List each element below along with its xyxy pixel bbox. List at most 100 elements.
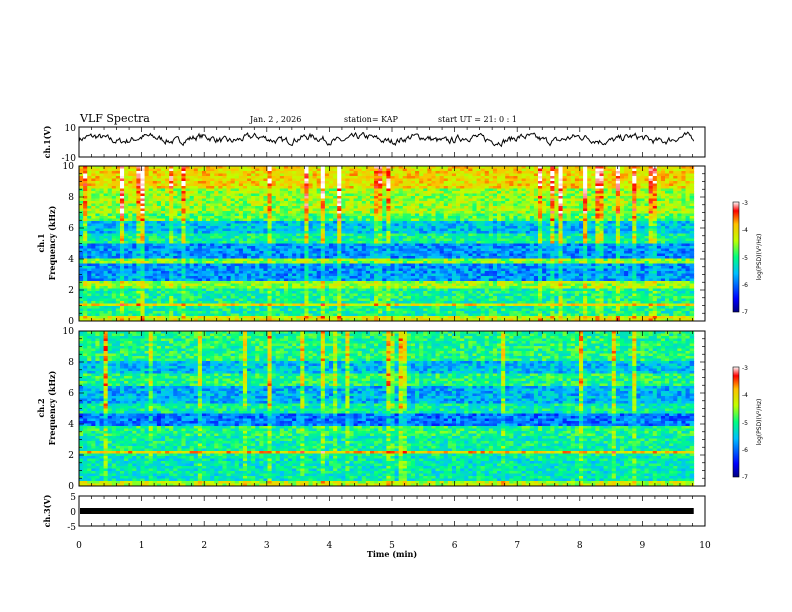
spectrogram-cell	[369, 183, 375, 187]
spectrogram-cell	[95, 196, 100, 199]
spectrogram-cell	[111, 203, 117, 207]
spectrogram-cell	[603, 168, 609, 172]
spectrogram-cell	[181, 196, 186, 199]
spectrogram-cell	[259, 216, 264, 219]
spectrogram-cell	[632, 223, 637, 227]
spectrogram-cell	[230, 198, 236, 202]
spectrogram-cell	[222, 228, 227, 232]
spectrogram-cell	[79, 213, 84, 217]
spectrogram-cell	[394, 223, 400, 227]
spectrogram-cell	[283, 191, 289, 194]
spectrogram-cell	[476, 228, 482, 232]
spectrogram-cell	[320, 191, 326, 194]
spectrogram-cell	[665, 208, 670, 212]
spectrogram-cell	[160, 188, 166, 192]
spectrogram-cell	[439, 191, 445, 194]
spectrogram-cell	[386, 238, 391, 242]
spectrogram-cell	[230, 181, 236, 184]
spectrogram-cell	[390, 198, 395, 202]
spectrogram-cell	[517, 233, 523, 237]
spectrogram-cell	[435, 223, 441, 227]
spectrogram-cell	[140, 206, 145, 209]
spectrogram-cell	[247, 193, 252, 197]
spectrogram-cell	[615, 226, 621, 229]
spectrogram-cell	[210, 171, 215, 174]
spectrogram-cell	[263, 243, 268, 247]
spectrogram-cell	[390, 191, 395, 194]
spectrogram-cell	[255, 243, 260, 247]
spectrogram-cell	[316, 216, 322, 219]
spectrogram-cell	[685, 168, 691, 172]
spectrogram-cell	[79, 188, 84, 192]
spectrogram-cell	[677, 181, 682, 184]
spectrogram-cell	[542, 176, 547, 179]
spectrogram-cell	[415, 226, 420, 229]
spectrogram-cell	[578, 201, 584, 204]
spectrogram-cell	[144, 221, 150, 224]
spectrogram-cell	[226, 198, 232, 202]
spectrogram-cell	[443, 191, 449, 194]
spectrogram-cell	[349, 241, 354, 244]
spectrogram-cell	[578, 198, 584, 202]
spectrogram-cell	[365, 178, 371, 182]
spectrogram-cell	[152, 223, 158, 227]
spectrogram-cell	[95, 211, 100, 214]
spectrogram-cell	[296, 201, 301, 204]
spectrogram-cell	[128, 206, 133, 209]
spectrogram-cell	[251, 216, 256, 219]
spectrogram-cell	[439, 231, 445, 234]
spectrogram-cell	[230, 208, 236, 212]
spectrogram-cell	[148, 226, 154, 229]
spectrogram-cell	[554, 203, 559, 207]
spectrogram-cell	[566, 208, 572, 212]
spectrogram-cell	[304, 233, 309, 237]
spectrogram-cell	[300, 208, 305, 212]
spectrogram-cell	[165, 206, 170, 209]
spectrogram-cell	[156, 236, 162, 239]
spectrogram-cell	[423, 208, 428, 212]
spectrogram-cell	[357, 178, 363, 182]
spectrogram-cell	[497, 233, 502, 237]
spectrogram-cell	[607, 186, 613, 189]
spectrogram-cell	[669, 188, 674, 192]
spectrogram-cell	[538, 176, 543, 179]
spectrogram-cell	[119, 168, 125, 172]
spectrogram-cell	[472, 188, 477, 192]
spectrogram-cell	[476, 231, 482, 234]
spectrogram-cell	[341, 176, 346, 179]
spectrogram-cell	[197, 191, 203, 194]
spectrogram-cell	[214, 181, 219, 184]
spectrogram-cell	[648, 208, 654, 212]
spectrogram-cell	[607, 203, 613, 207]
spectrogram-cell	[640, 171, 645, 174]
spectrogram-cell	[673, 171, 678, 174]
spectrogram-cell	[288, 236, 293, 239]
spectrogram-cell	[83, 208, 88, 212]
spectrogram-cell	[689, 178, 695, 182]
spectrogram-cell	[406, 231, 412, 234]
spectrogram-cell	[165, 183, 170, 187]
spectrogram-cell	[456, 178, 461, 182]
spectrogram-cell	[263, 178, 268, 182]
spectrogram-cell	[206, 233, 211, 237]
spectrogram-cell	[476, 168, 482, 172]
spectrogram-cell	[488, 178, 494, 182]
spectrogram-cell	[365, 171, 371, 174]
spectrogram-cell	[464, 183, 469, 187]
spectrogram-cell	[685, 246, 691, 249]
spectrogram-cell	[570, 201, 576, 204]
spectrogram-cell	[103, 226, 109, 229]
spectrogram-cell	[550, 238, 555, 242]
spectrogram-cell	[488, 206, 494, 209]
spectrogram-cell	[443, 238, 449, 242]
spectrogram-cell	[423, 203, 428, 207]
spectrogram-cell	[316, 238, 322, 242]
spectrogram-cell	[632, 213, 637, 217]
spectrogram-cell	[562, 228, 568, 232]
spectrogram-cell	[324, 196, 330, 199]
spectrogram-cell	[464, 228, 469, 232]
spectrogram-cell	[578, 241, 584, 244]
spectrogram-cell	[189, 201, 195, 204]
spectrogram-cell	[103, 213, 109, 217]
spectrogram-cell	[267, 228, 273, 232]
